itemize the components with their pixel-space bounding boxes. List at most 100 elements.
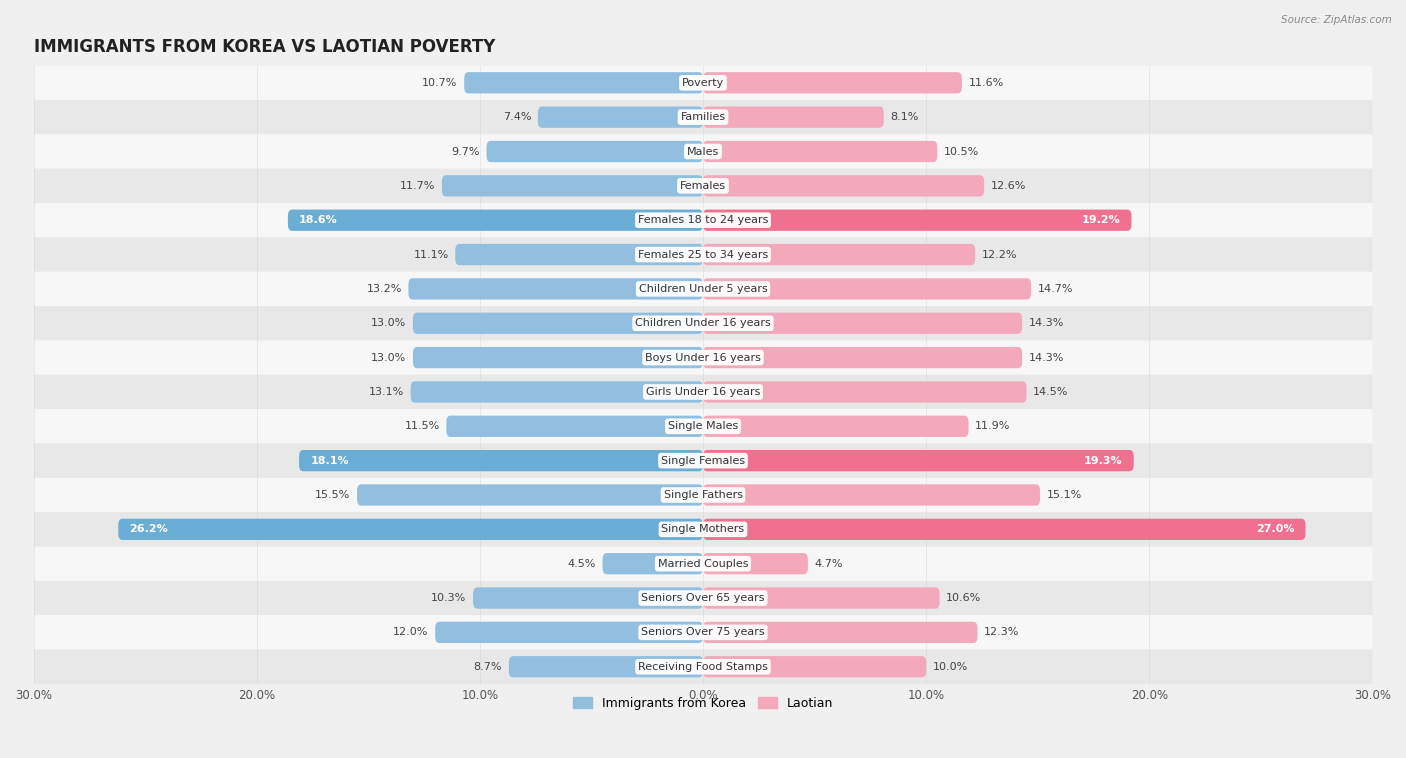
Text: Families: Families xyxy=(681,112,725,122)
Text: Children Under 16 years: Children Under 16 years xyxy=(636,318,770,328)
FancyBboxPatch shape xyxy=(703,656,927,678)
Text: 12.0%: 12.0% xyxy=(394,628,429,637)
FancyBboxPatch shape xyxy=(34,271,1372,306)
Text: Single Mothers: Single Mothers xyxy=(661,525,745,534)
Text: Girls Under 16 years: Girls Under 16 years xyxy=(645,387,761,397)
Text: 12.3%: 12.3% xyxy=(984,628,1019,637)
FancyBboxPatch shape xyxy=(34,169,1372,203)
FancyBboxPatch shape xyxy=(34,237,1372,271)
FancyBboxPatch shape xyxy=(34,203,1372,237)
FancyBboxPatch shape xyxy=(703,381,1026,402)
Text: 14.7%: 14.7% xyxy=(1038,284,1073,294)
FancyBboxPatch shape xyxy=(486,141,703,162)
FancyBboxPatch shape xyxy=(34,374,1372,409)
Text: 13.1%: 13.1% xyxy=(368,387,404,397)
Text: Married Couples: Married Couples xyxy=(658,559,748,568)
FancyBboxPatch shape xyxy=(34,547,1372,581)
FancyBboxPatch shape xyxy=(603,553,703,575)
FancyBboxPatch shape xyxy=(703,107,884,128)
FancyBboxPatch shape xyxy=(413,347,703,368)
FancyBboxPatch shape xyxy=(703,209,1132,231)
FancyBboxPatch shape xyxy=(703,278,1031,299)
FancyBboxPatch shape xyxy=(703,312,1022,334)
Text: Boys Under 16 years: Boys Under 16 years xyxy=(645,352,761,362)
Text: 15.1%: 15.1% xyxy=(1046,490,1083,500)
FancyBboxPatch shape xyxy=(34,650,1372,684)
Text: 9.7%: 9.7% xyxy=(451,146,479,156)
FancyBboxPatch shape xyxy=(703,347,1022,368)
Text: 7.4%: 7.4% xyxy=(503,112,531,122)
Text: 8.7%: 8.7% xyxy=(474,662,502,672)
FancyBboxPatch shape xyxy=(299,450,703,471)
FancyBboxPatch shape xyxy=(456,244,703,265)
Text: IMMIGRANTS FROM KOREA VS LAOTIAN POVERTY: IMMIGRANTS FROM KOREA VS LAOTIAN POVERTY xyxy=(34,38,495,56)
FancyBboxPatch shape xyxy=(34,512,1372,547)
FancyBboxPatch shape xyxy=(703,244,976,265)
FancyBboxPatch shape xyxy=(703,415,969,437)
Legend: Immigrants from Korea, Laotian: Immigrants from Korea, Laotian xyxy=(568,692,838,715)
Text: 27.0%: 27.0% xyxy=(1256,525,1295,534)
Text: 4.7%: 4.7% xyxy=(814,559,844,568)
FancyBboxPatch shape xyxy=(34,340,1372,374)
Text: 11.6%: 11.6% xyxy=(969,78,1004,88)
FancyBboxPatch shape xyxy=(34,306,1372,340)
Text: Seniors Over 75 years: Seniors Over 75 years xyxy=(641,628,765,637)
FancyBboxPatch shape xyxy=(34,478,1372,512)
Text: 8.1%: 8.1% xyxy=(890,112,920,122)
Text: 10.5%: 10.5% xyxy=(943,146,979,156)
FancyBboxPatch shape xyxy=(411,381,703,402)
Text: 13.2%: 13.2% xyxy=(367,284,402,294)
Text: 10.3%: 10.3% xyxy=(432,593,467,603)
FancyBboxPatch shape xyxy=(408,278,703,299)
Text: 12.2%: 12.2% xyxy=(981,249,1018,259)
FancyBboxPatch shape xyxy=(118,518,703,540)
FancyBboxPatch shape xyxy=(441,175,703,196)
FancyBboxPatch shape xyxy=(34,581,1372,615)
Text: 14.3%: 14.3% xyxy=(1029,318,1064,328)
Text: 14.3%: 14.3% xyxy=(1029,352,1064,362)
FancyBboxPatch shape xyxy=(436,622,703,643)
Text: Seniors Over 65 years: Seniors Over 65 years xyxy=(641,593,765,603)
FancyBboxPatch shape xyxy=(703,553,808,575)
Text: 18.6%: 18.6% xyxy=(299,215,337,225)
Text: 12.6%: 12.6% xyxy=(991,181,1026,191)
Text: Poverty: Poverty xyxy=(682,78,724,88)
Text: 19.3%: 19.3% xyxy=(1084,456,1122,465)
Text: 15.5%: 15.5% xyxy=(315,490,350,500)
FancyBboxPatch shape xyxy=(288,209,703,231)
FancyBboxPatch shape xyxy=(413,312,703,334)
Text: Children Under 5 years: Children Under 5 years xyxy=(638,284,768,294)
FancyBboxPatch shape xyxy=(474,587,703,609)
Text: 13.0%: 13.0% xyxy=(371,352,406,362)
FancyBboxPatch shape xyxy=(34,100,1372,134)
FancyBboxPatch shape xyxy=(34,66,1372,100)
FancyBboxPatch shape xyxy=(446,415,703,437)
FancyBboxPatch shape xyxy=(703,587,939,609)
FancyBboxPatch shape xyxy=(703,450,1133,471)
Text: 4.5%: 4.5% xyxy=(568,559,596,568)
FancyBboxPatch shape xyxy=(703,622,977,643)
FancyBboxPatch shape xyxy=(703,484,1040,506)
Text: 11.5%: 11.5% xyxy=(405,421,440,431)
FancyBboxPatch shape xyxy=(357,484,703,506)
FancyBboxPatch shape xyxy=(34,443,1372,478)
FancyBboxPatch shape xyxy=(703,72,962,93)
Text: 10.6%: 10.6% xyxy=(946,593,981,603)
Text: Receiving Food Stamps: Receiving Food Stamps xyxy=(638,662,768,672)
FancyBboxPatch shape xyxy=(464,72,703,93)
FancyBboxPatch shape xyxy=(538,107,703,128)
Text: 10.7%: 10.7% xyxy=(422,78,457,88)
FancyBboxPatch shape xyxy=(703,518,1306,540)
FancyBboxPatch shape xyxy=(703,141,938,162)
FancyBboxPatch shape xyxy=(34,615,1372,650)
Text: Males: Males xyxy=(688,146,718,156)
FancyBboxPatch shape xyxy=(34,134,1372,169)
Text: 11.9%: 11.9% xyxy=(976,421,1011,431)
Text: Single Fathers: Single Fathers xyxy=(664,490,742,500)
Text: Females 18 to 24 years: Females 18 to 24 years xyxy=(638,215,768,225)
Text: 11.1%: 11.1% xyxy=(413,249,449,259)
Text: 11.7%: 11.7% xyxy=(399,181,436,191)
Text: Single Females: Single Females xyxy=(661,456,745,465)
Text: 18.1%: 18.1% xyxy=(311,456,349,465)
FancyBboxPatch shape xyxy=(34,409,1372,443)
